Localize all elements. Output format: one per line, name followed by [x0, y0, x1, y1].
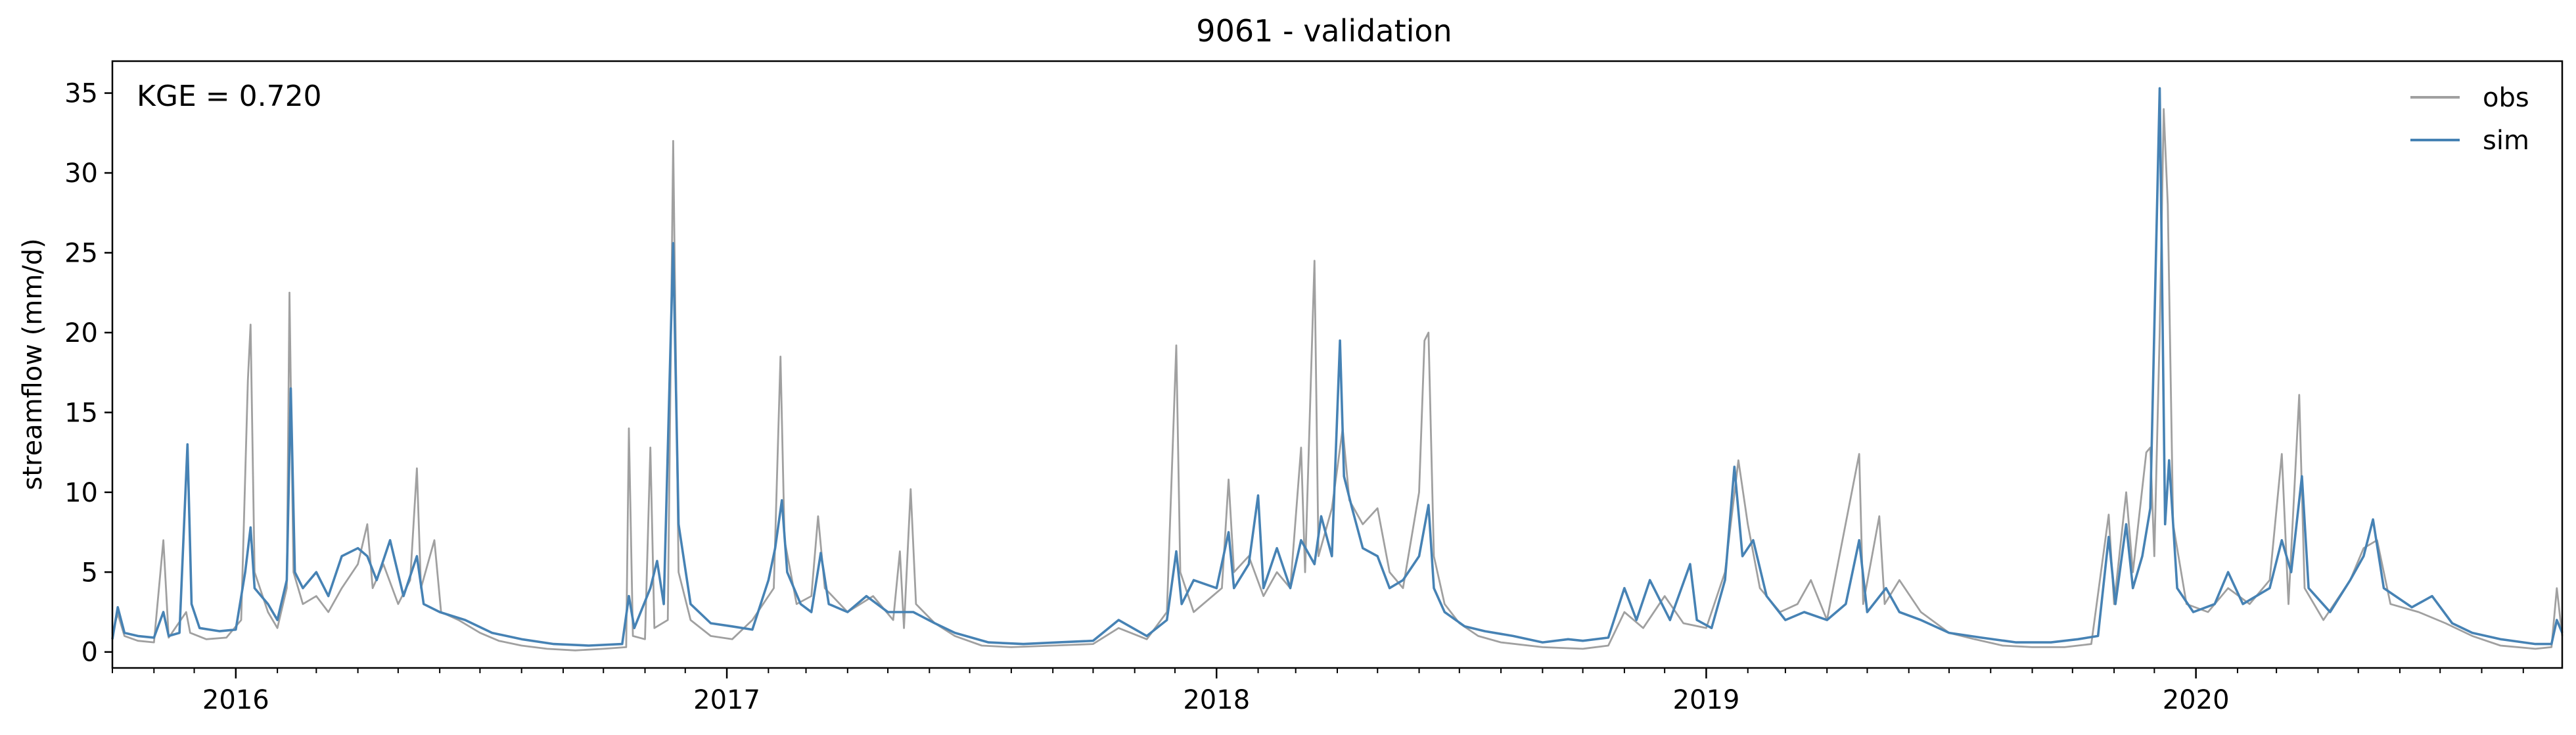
y-tick-label: 0 — [81, 638, 98, 668]
y-tick-label: 10 — [64, 478, 98, 508]
x-tick-label: 2016 — [202, 685, 269, 715]
x-tick-label: 2018 — [1183, 685, 1250, 715]
chart-title: 9061 - validation — [1196, 13, 1452, 49]
legend-label-obs: obs — [2483, 83, 2529, 113]
y-axis-label: streamflow (mm/d) — [18, 238, 48, 490]
y-tick-label: 20 — [64, 318, 98, 348]
y-axis: 0 5 10 15 20 25 30 35 — [64, 79, 112, 668]
x-tick-label: 2020 — [2163, 685, 2230, 715]
series-line-sim — [111, 87, 2564, 647]
x-tick-label: 2019 — [1673, 685, 1740, 715]
series-layer — [111, 87, 2564, 652]
y-tick-label: 25 — [64, 238, 98, 268]
legend: obs sim — [2410, 83, 2529, 156]
y-tick-label: 15 — [64, 398, 98, 428]
y-tick-label: 5 — [81, 557, 98, 588]
x-tick-label: 2017 — [693, 685, 760, 715]
legend-label-sim: sim — [2483, 126, 2529, 156]
series-line-obs — [111, 108, 2564, 652]
plot-area — [111, 60, 2564, 669]
y-tick-label: 30 — [64, 158, 98, 189]
kge-annotation: KGE = 0.720 — [137, 80, 322, 113]
plot-frame — [111, 60, 2564, 669]
x-axis: 2016 2017 2018 2019 2020 — [112, 668, 2524, 715]
y-tick-label: 35 — [64, 79, 98, 109]
